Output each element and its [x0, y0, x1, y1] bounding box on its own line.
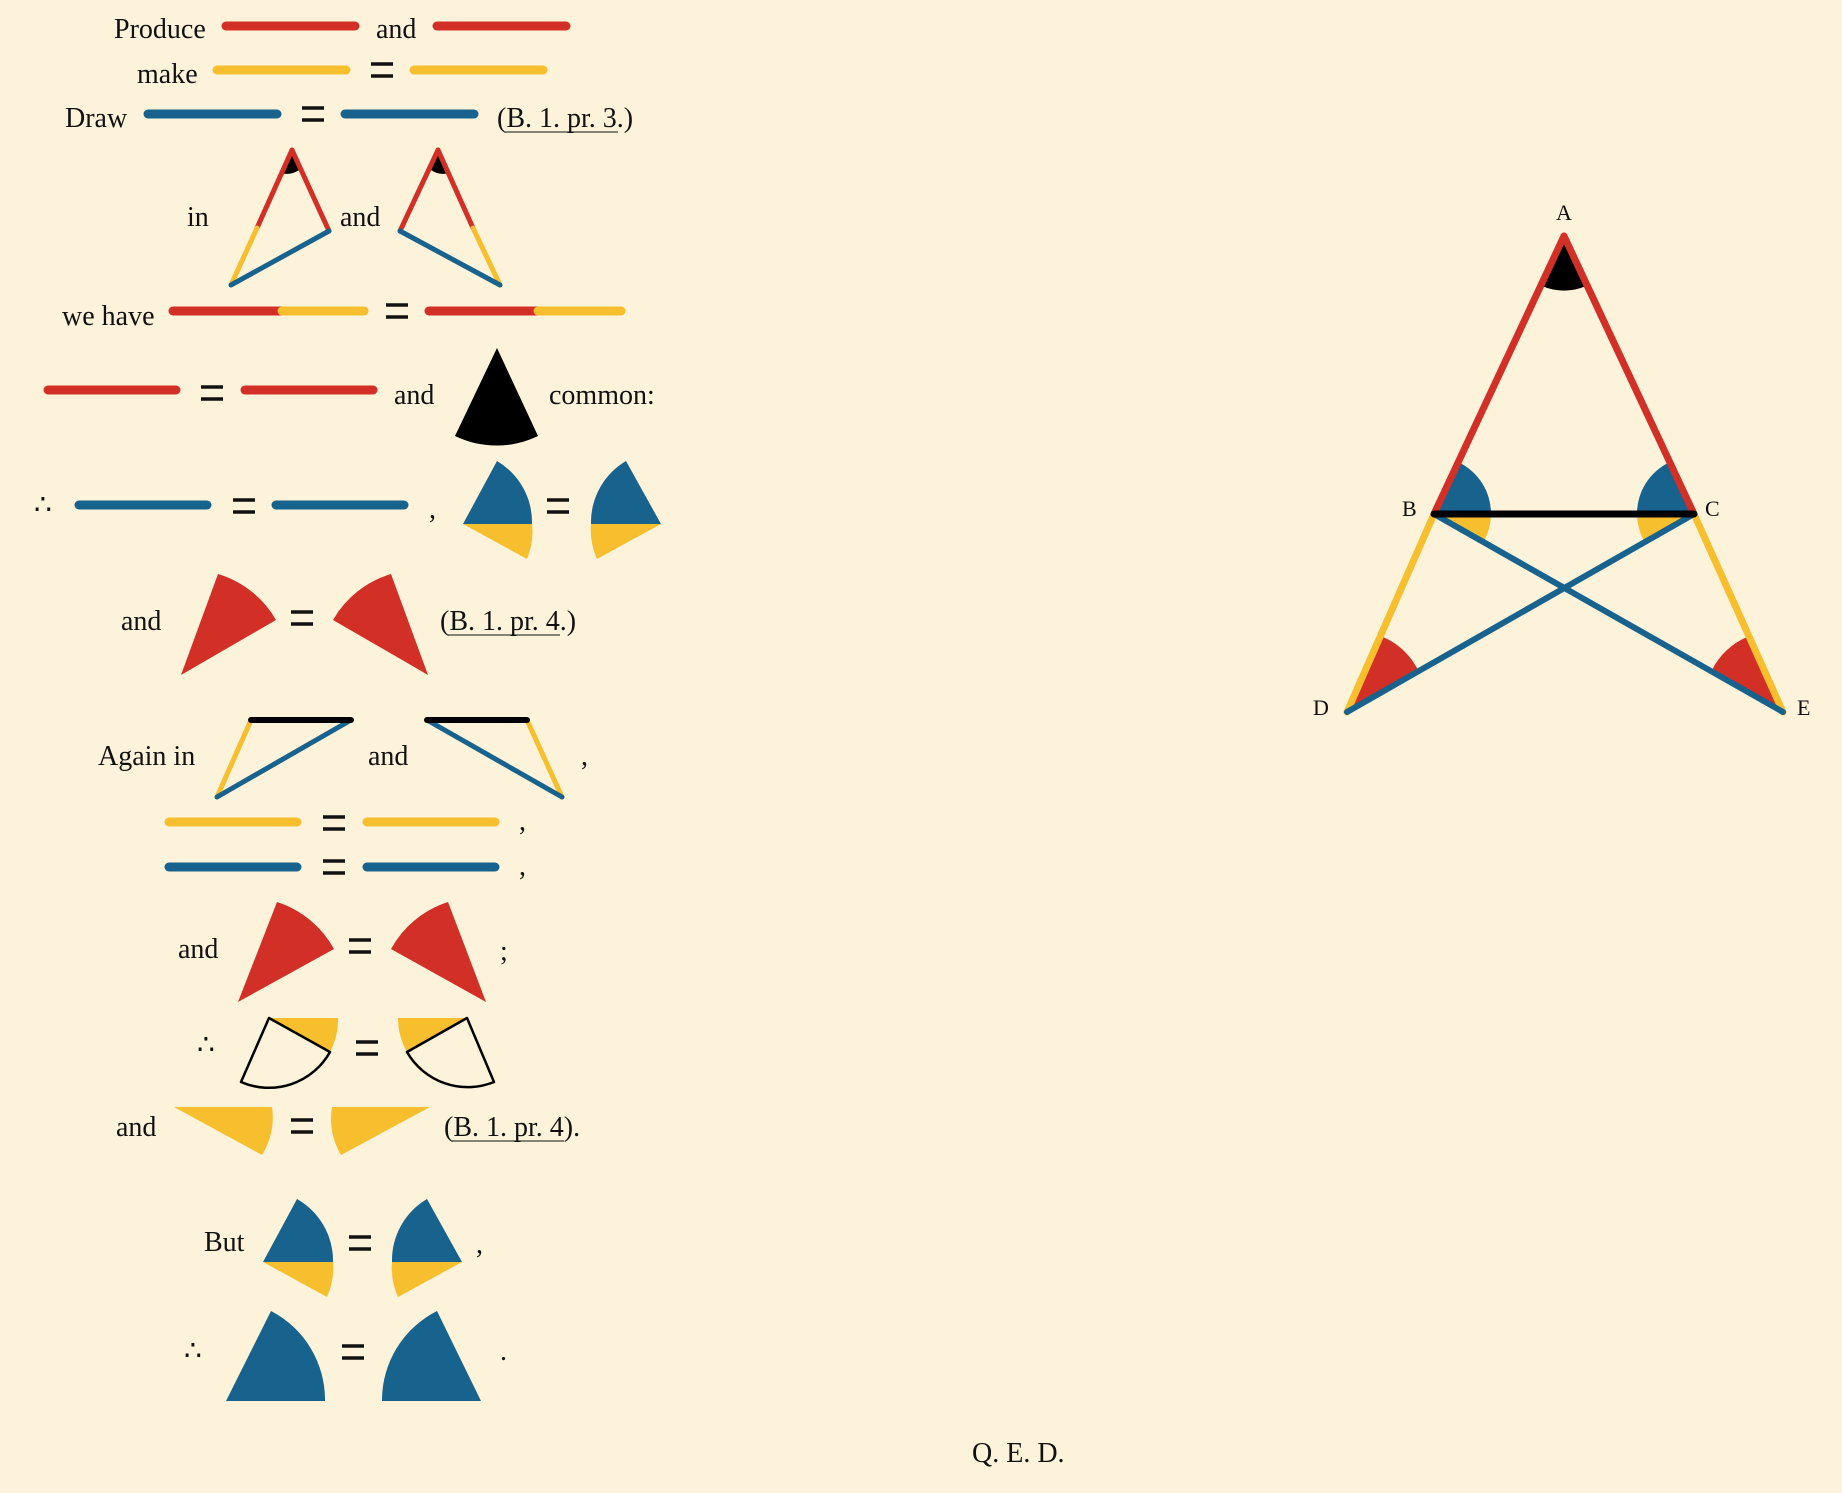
qed: Q. E. D. — [972, 1438, 1065, 1469]
side-ac — [1560, 232, 1698, 518]
equals-sign — [233, 498, 255, 514]
angle-acd-icon — [391, 1199, 462, 1297]
equals-sign — [349, 1235, 371, 1251]
comma: , — [476, 1229, 483, 1260]
equals-sign — [386, 303, 408, 319]
angle-d-marker — [1347, 637, 1418, 712]
angle-acd-icon — [590, 461, 661, 559]
angle-abe-icon — [463, 461, 533, 559]
angle-acb-marker — [1636, 462, 1694, 514]
angle-ebc-icon — [174, 1107, 273, 1155]
angle-e-icon — [333, 574, 428, 675]
equals-sign — [291, 1118, 313, 1134]
segment-cd — [1344, 511, 1697, 715]
segment-be — [1431, 511, 1786, 715]
point-label-d: D — [1313, 695, 1329, 720]
comma: , — [429, 494, 436, 525]
point-label-c: C — [1705, 496, 1720, 521]
therefore-symbol: ∴ — [197, 1030, 215, 1061]
angle-dcb-icon — [330, 1107, 430, 1155]
equals-sign — [371, 62, 393, 78]
equals-sign — [291, 610, 313, 626]
equals-sign — [356, 1040, 378, 1056]
angle-abe-icon — [263, 1199, 334, 1297]
word-and: and — [116, 1112, 156, 1143]
word-and: and — [368, 741, 408, 772]
word-and: and — [121, 606, 161, 637]
angle-ecb-icon — [398, 1016, 496, 1089]
phrase-again-in: Again in — [98, 741, 195, 772]
angle-d-icon — [238, 902, 334, 1002]
word-produce: Produce — [114, 14, 206, 45]
word-and: and — [394, 380, 434, 411]
triangle-bdc-icon — [214, 717, 354, 800]
comma: , — [519, 806, 526, 837]
word-and: and — [340, 202, 380, 233]
angle-a-marker — [1542, 236, 1586, 291]
therefore-symbol: ∴ — [184, 1336, 202, 1367]
angle-abc-marker — [1434, 462, 1492, 514]
equals-sign — [302, 106, 324, 122]
point-label-e: E — [1797, 695, 1810, 720]
period: . — [500, 1336, 507, 1367]
angle-e-icon — [391, 902, 486, 1002]
isosceles-triangle-figure: A B C D E — [1313, 200, 1810, 720]
comma: , — [519, 851, 526, 882]
triangle-ceb-icon — [424, 717, 565, 800]
therefore-symbol: ∴ — [34, 490, 52, 521]
phrase-we-have: we have — [62, 301, 155, 332]
reference-b1-pr4: (B. 1. pr. 4.) — [440, 606, 576, 637]
angle-abc-icon — [226, 1311, 326, 1401]
segment-ce — [1690, 510, 1787, 716]
point-label-b: B — [1402, 496, 1417, 521]
word-common: common: — [549, 380, 655, 411]
point-label-a: A — [1556, 200, 1572, 225]
equals-sign — [342, 1344, 364, 1360]
triangle-acd-icon — [397, 147, 503, 288]
word-draw: Draw — [65, 103, 128, 134]
word-in: in — [187, 202, 209, 233]
equals-sign — [547, 498, 569, 514]
word-make: make — [137, 59, 198, 90]
angle-d-icon — [181, 574, 276, 675]
angle-acb-icon — [381, 1311, 481, 1401]
reference-b1-pr3: (B. 1. pr. 3.) — [497, 103, 633, 134]
equals-sign — [323, 815, 345, 831]
semicolon: ; — [500, 936, 508, 967]
word-and: and — [178, 934, 218, 965]
angle-e-marker — [1712, 637, 1783, 712]
equals-sign — [201, 385, 223, 401]
side-ab — [1430, 232, 1568, 518]
word-but: But — [204, 1227, 245, 1258]
segment-bd — [1343, 510, 1438, 716]
comma: , — [581, 741, 588, 772]
angle-a-icon — [455, 348, 538, 446]
reference-b1-pr4-end: (B. 1. pr. 4). — [444, 1112, 580, 1143]
angle-dbc-icon — [239, 1016, 339, 1090]
equals-sign — [323, 859, 345, 875]
equals-sign — [349, 938, 371, 954]
triangle-abe-icon — [228, 147, 332, 288]
word-and: and — [376, 14, 416, 45]
